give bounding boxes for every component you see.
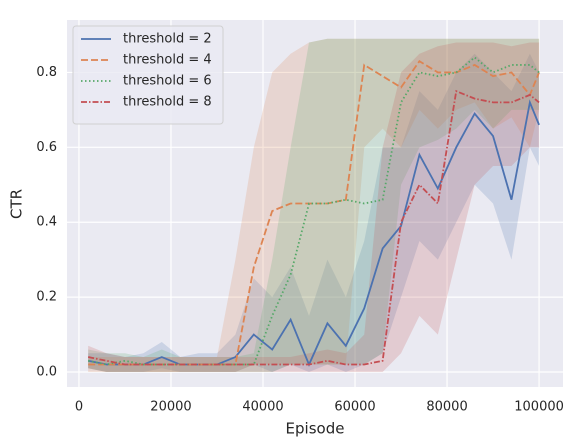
confidence-band [88, 53, 540, 373]
series-line [87, 89, 540, 366]
x-tick-label: 20000 [150, 400, 191, 415]
y-tick-label: 0.4 [36, 215, 57, 230]
legend-box [72, 25, 224, 125]
bands [88, 38, 540, 373]
confidence-band [88, 38, 540, 373]
confidence-band [88, 42, 540, 373]
x-tick-label: 40000 [242, 400, 283, 415]
x-tick-label: 80000 [426, 400, 467, 415]
x-tick-label: 0 [75, 400, 83, 415]
y-tick-label: 0.8 [36, 65, 57, 80]
ticks: 0 20000 40000 60000 80000 100000 0.0 0.2 0.4 0.6 0… [36, 65, 564, 415]
y-tick-label: 0.0 [36, 365, 57, 380]
x-tick-label: 60000 [334, 400, 375, 415]
x-axis-label: Episode [286, 420, 345, 438]
y-tick-label: 0.2 [36, 290, 57, 305]
legend-label: threshold = 4 [123, 53, 212, 68]
series-line [87, 99, 540, 367]
x-tick-label: 100000 [514, 400, 564, 415]
y-tick-label: 0.6 [36, 140, 57, 155]
legend-label: threshold = 2 [123, 32, 212, 47]
lines [87, 56, 540, 367]
y-axis-label: CTR [8, 189, 26, 219]
legend-label: threshold = 6 [123, 74, 212, 89]
grid [67, 20, 563, 387]
confidence-band [88, 38, 540, 373]
legend: threshold = 2 threshold = 4 threshold = 6 t… [72, 25, 224, 125]
legend-label: threshold = 8 [123, 95, 212, 110]
